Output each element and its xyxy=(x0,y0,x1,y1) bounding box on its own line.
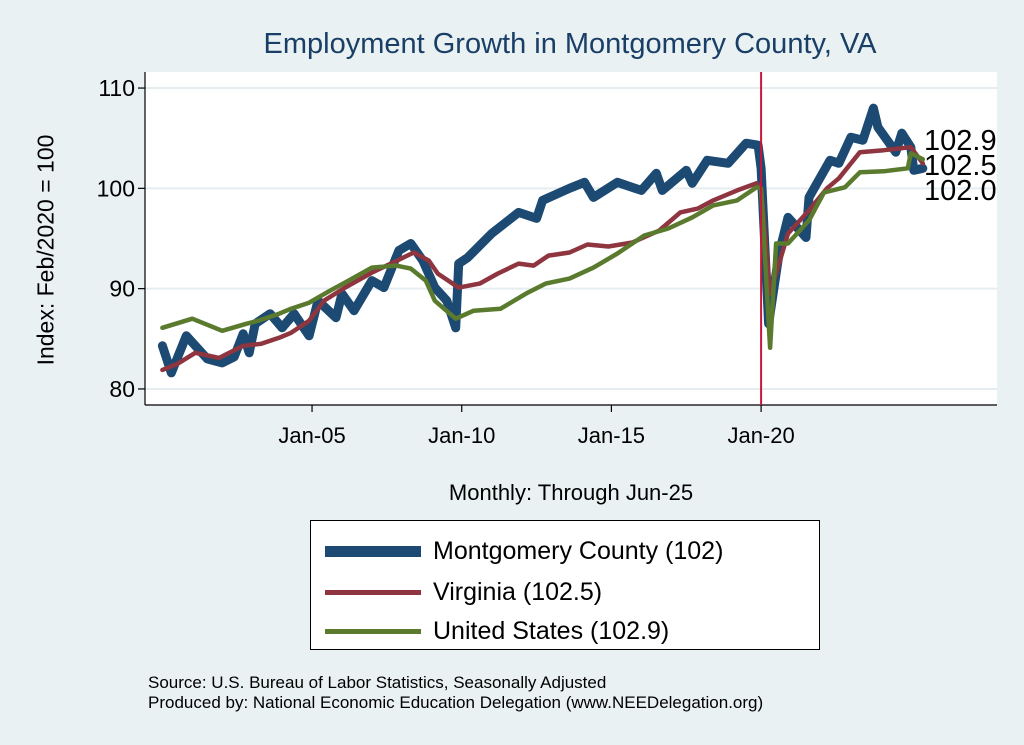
end-value-label: 102.9 xyxy=(924,125,997,157)
legend-item-montgomery: Montgomery County (102) xyxy=(325,537,723,566)
y-tick-label: 110 xyxy=(98,75,135,101)
plot-area xyxy=(145,72,997,405)
x-tick-label: Jan-20 xyxy=(727,423,794,448)
y-tick-label: 80 xyxy=(109,376,135,402)
legend-label: Montgomery County (102) xyxy=(433,537,724,565)
legend-swatch xyxy=(325,546,421,557)
x-axis-label: Monthly: Through Jun-25 xyxy=(448,480,694,505)
legend-item-united-states: United States (102.9) xyxy=(325,617,669,646)
legend-label: Virginia (102.5) xyxy=(433,578,603,606)
y-axis-label: Index: Feb/2020 = 100 xyxy=(32,134,59,366)
legend-swatch xyxy=(325,590,421,595)
x-tick-label: Jan-10 xyxy=(428,423,495,448)
source-note: Source: U.S. Bureau of Labor Statistics,… xyxy=(148,673,763,713)
source-line: Source: U.S. Bureau of Labor Statistics,… xyxy=(148,673,607,692)
legend-label: United States (102.9) xyxy=(433,617,670,645)
y-tick-label: 100 xyxy=(97,175,135,201)
series-line-virginia xyxy=(160,144,926,373)
end-value-label: 102.5 xyxy=(924,150,997,182)
x-tick-label: Jan-05 xyxy=(278,423,345,448)
series-line-united-states xyxy=(160,150,926,351)
legend: Montgomery County (102) Virginia (102.5)… xyxy=(310,520,820,650)
series-line-montgomery xyxy=(157,103,928,378)
legend-item-virginia: Virginia (102.5) xyxy=(325,578,602,607)
x-tick-label: Jan-15 xyxy=(578,423,645,448)
legend-swatch xyxy=(325,629,421,634)
y-tick-label: 90 xyxy=(109,276,135,302)
producer-line: Produced by: National Economic Education… xyxy=(148,693,764,712)
end-value-label: 102.0 xyxy=(924,175,997,207)
chart-title: Employment Growth in Montgomery County, … xyxy=(263,28,877,60)
